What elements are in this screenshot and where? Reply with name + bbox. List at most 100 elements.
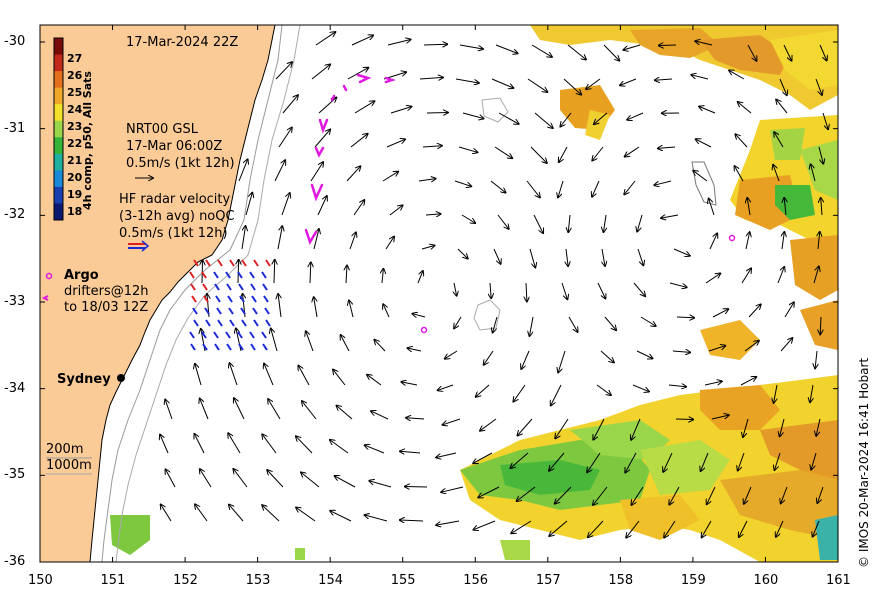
current-vector	[531, 44, 552, 57]
colorbar-tick-label: 23	[67, 120, 83, 133]
colorbar-tick-label: 18	[67, 205, 83, 218]
current-vector	[349, 233, 356, 250]
hf-radar-vector	[190, 343, 196, 351]
current-vector	[262, 434, 277, 454]
current-vector	[526, 282, 527, 301]
sst-colorbar	[53, 37, 64, 221]
current-vector	[626, 520, 640, 538]
current-vector	[701, 452, 709, 471]
current-vector	[473, 452, 493, 463]
current-vector	[555, 486, 572, 504]
colorbar-segment	[54, 120, 63, 138]
current-vector	[443, 418, 461, 425]
current-vector	[418, 179, 436, 181]
current-vector	[310, 262, 311, 284]
current-vector	[353, 200, 364, 216]
hf-radar-vector	[189, 271, 195, 279]
colorbar-segment	[54, 54, 63, 72]
current-vector	[568, 214, 570, 232]
current-vector	[241, 226, 246, 250]
current-vector	[282, 95, 298, 114]
current-vector	[776, 100, 788, 114]
current-vector	[302, 401, 317, 420]
current-vector	[436, 520, 460, 525]
hf-radar-vector	[238, 343, 244, 351]
current-vector	[517, 486, 536, 501]
gsl-legend-line1: NRT00 GSL	[126, 122, 198, 137]
colorbar-segment	[54, 71, 63, 89]
current-vector	[275, 62, 292, 80]
isobath-200m	[101, 25, 283, 562]
current-vector	[160, 435, 169, 454]
current-vector	[382, 172, 398, 182]
hf-radar-vector	[203, 295, 209, 303]
colorbar-segment	[54, 153, 63, 171]
current-vector	[821, 198, 822, 216]
current-vector	[776, 520, 784, 537]
current-vector	[490, 180, 506, 193]
current-vector	[458, 146, 477, 152]
x-tick-label: 158	[608, 573, 634, 588]
current-vector	[274, 160, 285, 182]
current-vector	[365, 515, 388, 522]
current-vector	[335, 476, 356, 488]
hf-radar-vector	[190, 283, 196, 291]
current-vector	[738, 102, 752, 114]
current-vector	[675, 419, 693, 420]
current-vector	[779, 78, 787, 95]
current-vector	[510, 452, 529, 468]
current-vector	[624, 180, 636, 194]
current-vector	[818, 146, 823, 164]
current-vector	[777, 267, 784, 284]
current-vector	[354, 101, 374, 114]
current-vector	[526, 180, 540, 197]
axis-ticks	[39, 25, 839, 563]
colorbar-tick-label: 22	[67, 137, 83, 150]
colorbar-segment	[54, 137, 63, 155]
current-vector	[264, 364, 274, 386]
colorbar-segment	[54, 104, 63, 122]
current-vector	[693, 171, 708, 182]
current-vector	[633, 282, 645, 296]
hf-radar-vector	[201, 331, 207, 339]
current-vector	[408, 348, 422, 351]
hf-radar-vector	[241, 319, 247, 327]
gsl-legend-line3: 0.5m/s (1kt 12h)	[126, 156, 235, 171]
current-vector	[592, 146, 604, 161]
current-vector	[775, 452, 781, 470]
current-vector	[268, 399, 281, 420]
current-vector	[669, 282, 687, 287]
hf-radar-vector	[251, 295, 257, 303]
current-vector	[530, 316, 534, 336]
current-vector	[743, 418, 749, 437]
current-vector	[781, 486, 788, 503]
x-tick-label: 161	[826, 573, 851, 588]
hf-legend-line1: HF radar velocity	[119, 192, 231, 207]
current-vector	[712, 309, 728, 318]
current-vector	[315, 32, 335, 46]
current-vector	[165, 400, 173, 420]
hf-radar-vectors	[189, 259, 271, 351]
hf-radar-vector	[263, 295, 269, 303]
current-vector	[350, 134, 368, 148]
hf-radar-vector	[204, 307, 210, 315]
hf-radar-vector	[228, 307, 234, 315]
current-vector	[474, 520, 496, 530]
current-vector	[436, 452, 457, 458]
hf-legend-line2: (3-12h avg) noQC	[119, 209, 235, 224]
current-vector	[561, 282, 567, 299]
current-vector	[784, 302, 794, 318]
hf-radar-vector	[229, 259, 235, 267]
current-vector	[822, 112, 828, 129]
current-vector	[704, 381, 722, 386]
current-vector	[369, 481, 392, 488]
current-vector	[748, 304, 761, 318]
current-vector	[166, 469, 176, 488]
current-vector	[200, 469, 212, 488]
current-vector	[195, 504, 208, 522]
current-vector	[534, 112, 553, 128]
hf-radar-vector	[237, 331, 243, 339]
current-vector	[382, 269, 383, 284]
current-vector	[445, 350, 458, 359]
hf-radar-vector	[250, 283, 256, 291]
